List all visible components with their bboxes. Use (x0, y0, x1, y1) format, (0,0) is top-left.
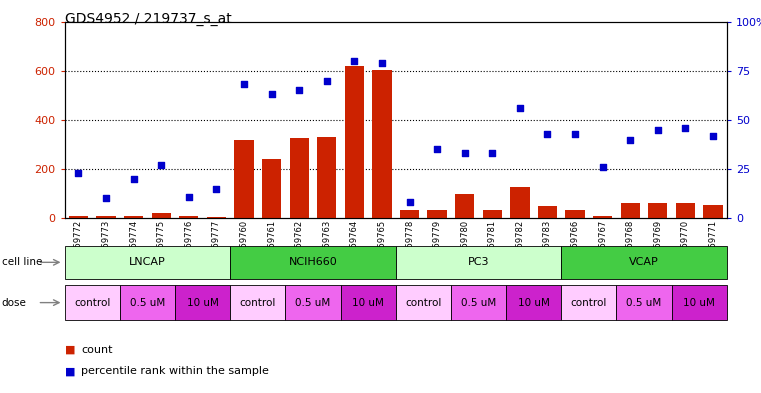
Bar (230, 246, 396, 279)
Text: control: control (74, 298, 110, 308)
Point (514, 105, 526, 111)
Bar (68, 216, 88, 218)
Bar (616, 285, 671, 320)
Point (100, 195, 112, 202)
Bar (561, 246, 727, 279)
Point (210, 185, 222, 192)
Bar (285, 285, 341, 320)
Bar (451, 285, 506, 320)
Text: 10 uM: 10 uM (352, 298, 384, 308)
Point (403, 199, 416, 206)
Text: PC3: PC3 (468, 257, 489, 267)
Text: GDS4952 / 219737_s_at: GDS4952 / 219737_s_at (65, 12, 231, 26)
Bar (289, 138, 309, 218)
Point (459, 150, 471, 156)
Point (431, 146, 443, 152)
Text: ■: ■ (65, 366, 75, 376)
Bar (179, 216, 199, 218)
Point (238, 81, 250, 88)
Bar (65, 285, 119, 320)
Text: control: control (240, 298, 276, 308)
Bar (538, 206, 557, 218)
Bar (124, 216, 143, 218)
Point (128, 176, 140, 182)
Bar (230, 285, 285, 320)
Bar (671, 285, 727, 320)
Bar (565, 209, 584, 218)
Text: 0.5 uM: 0.5 uM (461, 298, 496, 308)
Point (541, 130, 553, 137)
Bar (234, 140, 253, 218)
Bar (703, 205, 723, 218)
Point (376, 60, 388, 66)
Bar (97, 216, 116, 218)
Text: control: control (571, 298, 607, 308)
Bar (620, 204, 640, 218)
Bar (428, 209, 447, 218)
Text: 10 uM: 10 uM (683, 298, 715, 308)
Point (293, 87, 305, 94)
Point (155, 162, 167, 168)
Text: ■: ■ (65, 345, 75, 355)
Text: NCIH660: NCIH660 (288, 257, 337, 267)
Text: 0.5 uM: 0.5 uM (295, 298, 330, 308)
Text: percentile rank within the sample: percentile rank within the sample (81, 366, 269, 376)
Bar (400, 209, 419, 218)
Bar (317, 137, 336, 218)
Point (597, 164, 609, 170)
Point (707, 132, 719, 139)
Bar (372, 70, 392, 218)
Text: control: control (405, 298, 441, 308)
Bar (676, 204, 695, 218)
Text: cell line: cell line (2, 257, 42, 267)
Bar (340, 285, 396, 320)
Bar (396, 246, 561, 279)
Text: LNCAP: LNCAP (129, 257, 166, 267)
Point (349, 58, 361, 64)
Bar (648, 204, 667, 218)
Point (266, 91, 278, 97)
Text: VCAP: VCAP (629, 257, 659, 267)
Text: dose: dose (2, 298, 27, 308)
Text: 0.5 uM: 0.5 uM (626, 298, 661, 308)
Text: 10 uM: 10 uM (517, 298, 549, 308)
Bar (175, 285, 230, 320)
Bar (482, 209, 502, 218)
Bar (345, 66, 364, 218)
Bar (396, 285, 451, 320)
Bar (207, 217, 226, 218)
Point (183, 193, 195, 200)
Text: 0.5 uM: 0.5 uM (130, 298, 165, 308)
Bar (506, 285, 561, 320)
Bar (561, 285, 616, 320)
Bar (510, 187, 530, 218)
Bar (151, 213, 171, 218)
Point (680, 125, 692, 131)
Point (569, 130, 581, 137)
Bar (119, 285, 175, 320)
Point (486, 150, 498, 156)
Bar (455, 193, 474, 218)
Text: 10 uM: 10 uM (186, 298, 218, 308)
Bar (262, 159, 282, 218)
Point (624, 136, 636, 143)
Point (320, 77, 333, 84)
Point (651, 127, 664, 133)
Point (72, 170, 84, 176)
Text: count: count (81, 345, 113, 355)
Bar (65, 246, 230, 279)
Bar (593, 216, 613, 218)
